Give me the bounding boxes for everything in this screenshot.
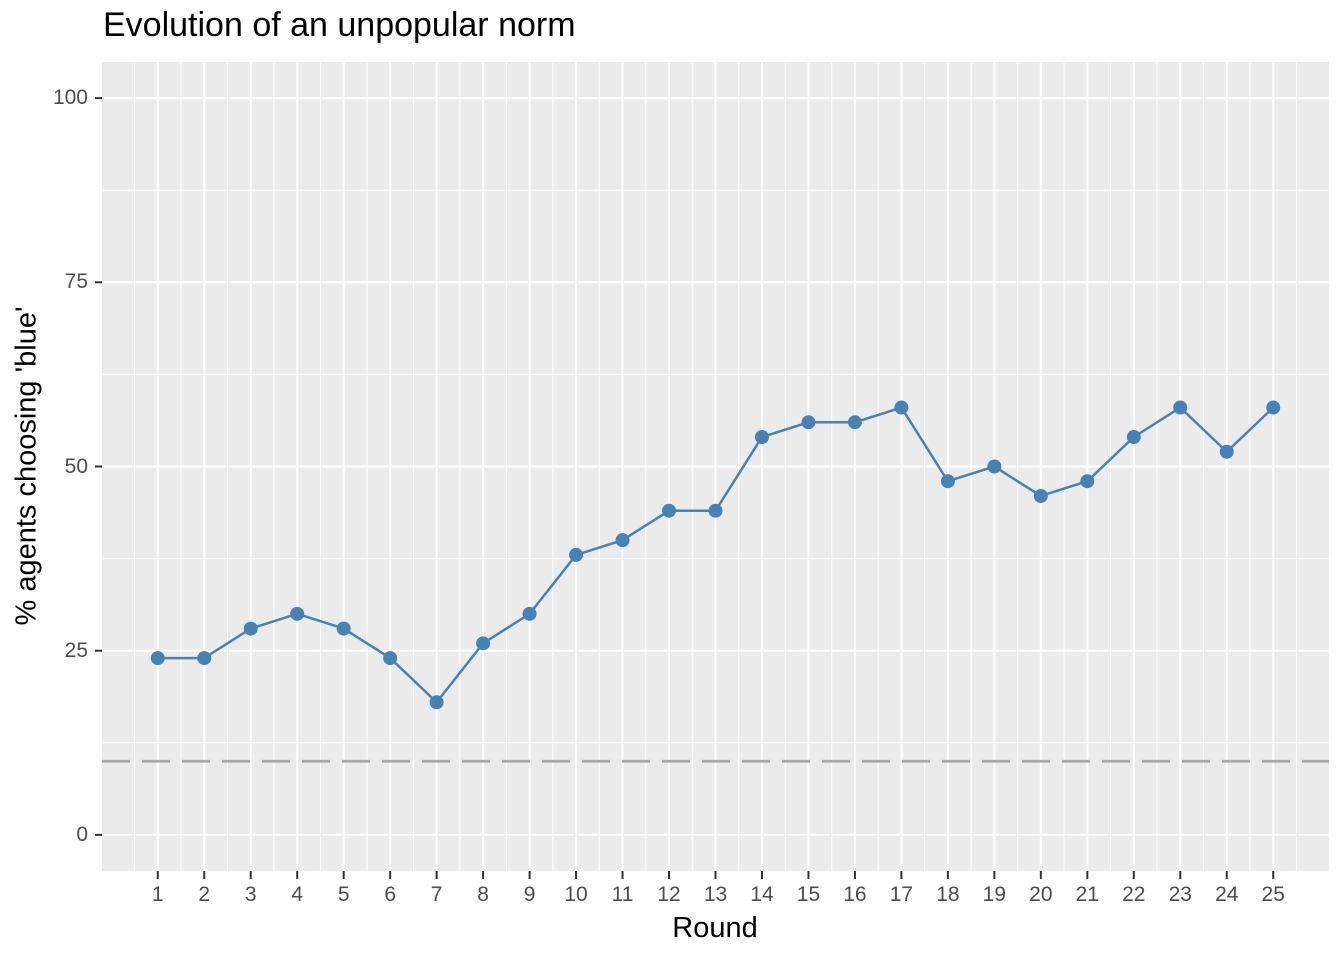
x-tick-label: 24: [1215, 883, 1239, 906]
x-tick-label: 19: [982, 883, 1007, 906]
x-tick-label: 22: [1122, 883, 1146, 906]
data-point: [708, 503, 723, 518]
data-point: [662, 503, 677, 518]
data-point: [940, 474, 955, 489]
x-tick-label: 11: [611, 883, 634, 906]
x-tick-label: 8: [477, 883, 489, 906]
x-tick-label: 3: [244, 883, 257, 906]
data-point: [429, 695, 444, 710]
data-point: [383, 651, 398, 666]
x-tick-label: 20: [1029, 883, 1053, 906]
data-point: [243, 621, 258, 636]
data-point: [476, 636, 491, 651]
data-point: [1173, 400, 1188, 415]
data-point: [847, 415, 862, 430]
x-tick-label: 13: [703, 883, 728, 906]
data-point: [987, 459, 1002, 474]
data-point: [336, 621, 351, 636]
data-point: [615, 533, 630, 548]
x-tick-label: 2: [198, 883, 211, 906]
y-tick-label: 25: [64, 638, 88, 662]
data-point: [801, 415, 816, 430]
x-tick-label: 23: [1168, 883, 1192, 906]
y-tick-label: 75: [64, 270, 88, 294]
x-tick-label: 10: [564, 883, 588, 906]
x-tick-label: 17: [889, 883, 914, 906]
data-point: [569, 547, 584, 562]
x-tick-label: 18: [936, 883, 960, 906]
data-point: [1080, 474, 1095, 489]
data-point: [290, 606, 305, 621]
x-tick-label: 7: [430, 883, 443, 906]
data-point: [1033, 488, 1048, 503]
y-tick-label: 100: [52, 86, 88, 110]
x-tick-label: 25: [1261, 883, 1285, 906]
x-tick-label: 21: [1075, 883, 1099, 906]
x-tick-label: 14: [750, 883, 774, 906]
data-point: [1126, 430, 1141, 445]
data-point: [754, 430, 769, 445]
x-tick-label: 5: [337, 883, 350, 906]
data-point: [150, 651, 165, 666]
data-point: [1266, 400, 1281, 415]
y-tick-label: 0: [76, 822, 88, 846]
x-tick-label: 6: [384, 883, 396, 906]
x-tick-label: 15: [796, 883, 821, 906]
x-tick-label: 9: [523, 883, 536, 906]
x-tick-label: 16: [843, 883, 867, 906]
y-tick-label: 50: [64, 454, 88, 478]
x-tick-label: 1: [151, 883, 164, 906]
data-point: [522, 606, 537, 621]
x-tick-label: 4: [291, 883, 304, 906]
data-point: [1219, 444, 1234, 459]
data-point: [894, 400, 909, 415]
x-axis-title: Round: [672, 912, 758, 944]
data-point: [197, 651, 212, 666]
x-tick-label: 12: [657, 883, 681, 906]
chart-title: Evolution of an unpopular norm: [103, 6, 576, 44]
